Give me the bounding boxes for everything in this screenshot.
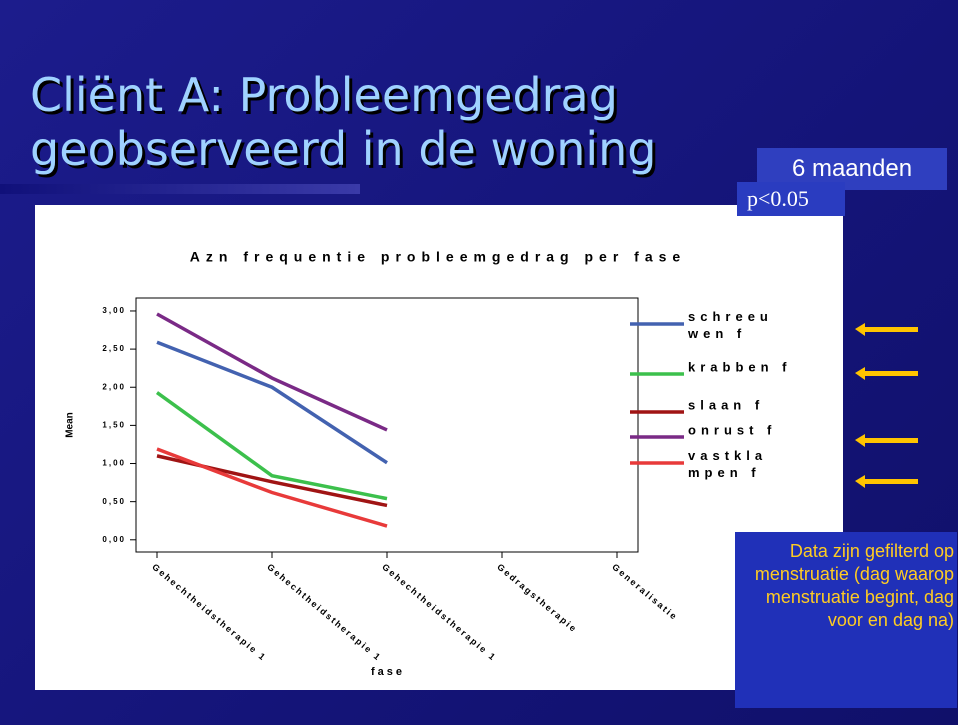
slide-title: Cliënt A: Probleemgedrag [30, 68, 618, 122]
decor-bar [0, 184, 360, 194]
y-tick-label: 3,00 [102, 306, 126, 315]
y-tick-label: 1,00 [102, 459, 126, 468]
significance-label: p<0.05 [737, 182, 845, 216]
note-box: Data zijn gefilterd op menstruatie (dag … [735, 532, 957, 708]
legend-label: onrust f [688, 422, 776, 437]
series-line [156, 447, 388, 528]
series-line [156, 340, 388, 465]
y-tick-label: 0,50 [102, 497, 126, 506]
chart-title: Azn frequentie probleemgedrag per fase [190, 249, 686, 265]
period-label: 6 maanden [757, 148, 947, 190]
y-tick-label: 2,00 [102, 382, 126, 391]
series-line [155, 391, 388, 501]
legend-label: krabben f [688, 359, 792, 374]
y-tick-label: 0,00 [102, 535, 126, 544]
chart-background [35, 205, 843, 690]
legend-label: vastkla mpen f [688, 448, 767, 480]
y-tick-label: 1,50 [102, 420, 126, 429]
slide-title: geobserveerd in de woning [30, 122, 657, 176]
y-tick-label: 2,50 [102, 344, 126, 353]
series-line [156, 312, 388, 432]
legend-label: schreeu wen f [687, 309, 773, 341]
x-axis-label: fase [371, 666, 405, 678]
legend-label: slaan f [688, 397, 764, 412]
y-axis-label: Mean [65, 412, 76, 438]
